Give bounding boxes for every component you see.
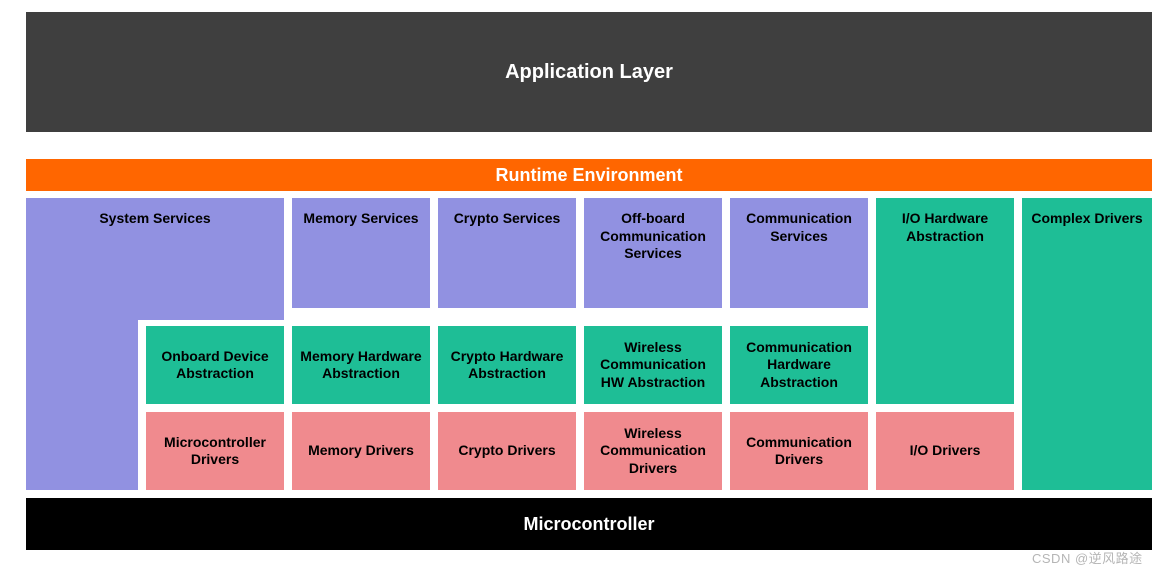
crypto-drivers: Crypto Drivers bbox=[438, 412, 576, 490]
mem-drivers: Memory Drivers bbox=[292, 412, 430, 490]
onboard-dev-abs: Onboard Device Abstraction bbox=[146, 326, 284, 404]
io-drivers: I/O Drivers bbox=[876, 412, 1014, 490]
microcontroller: Microcontroller bbox=[26, 498, 1152, 550]
runtime-env: Runtime Environment bbox=[26, 159, 1152, 191]
comm-drivers: Communication Drivers bbox=[730, 412, 868, 490]
offboard-comm: Off-board Communication Services bbox=[584, 198, 722, 308]
wireless-hw-abs: Wireless Communication HW Abstraction bbox=[584, 326, 722, 404]
crypto-hw-abs: Crypto Hardware Abstraction bbox=[438, 326, 576, 404]
mem-hw-abs: Memory Hardware Abstraction bbox=[292, 326, 430, 404]
system-services: System Services bbox=[26, 198, 284, 320]
app-layer: Application Layer bbox=[26, 12, 1152, 132]
crypto-services: Crypto Services bbox=[438, 198, 576, 308]
wireless-drivers: Wireless Communication Drivers bbox=[584, 412, 722, 490]
comm-hw-abs: Communication Hardware Abstraction bbox=[730, 326, 868, 404]
memory-services: Memory Services bbox=[292, 198, 430, 308]
comm-services: Communication Services bbox=[730, 198, 868, 308]
mcu-drivers: Microcontroller Drivers bbox=[146, 412, 284, 490]
watermark: CSDN @逆风路途 bbox=[1032, 548, 1143, 567]
sys-left-fill bbox=[26, 320, 138, 490]
complex-drivers: Complex Drivers bbox=[1022, 198, 1152, 490]
io-hw-abs: I/O Hardware Abstraction bbox=[876, 198, 1014, 404]
